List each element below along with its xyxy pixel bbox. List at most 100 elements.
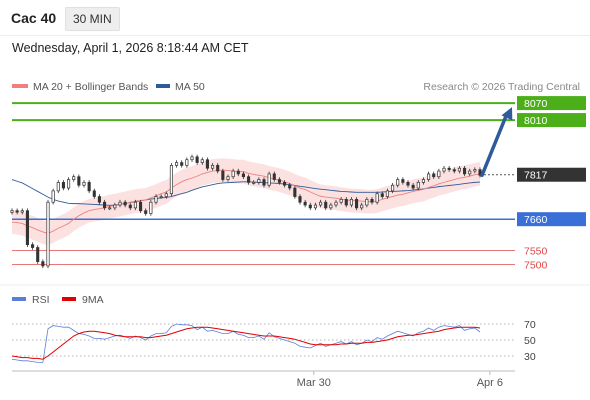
candle-body [252, 182, 256, 184]
candle-body [324, 201, 328, 209]
candle-body [313, 204, 317, 209]
candle-body [221, 170, 225, 180]
candle-body [406, 182, 410, 186]
candle-body [257, 179, 261, 183]
candle-body [108, 207, 112, 210]
candle-body [56, 182, 60, 192]
candle-body [380, 193, 384, 197]
chart-header: Cac 40 30 MIN [0, 0, 590, 36]
candle-body [82, 182, 86, 186]
candle-body [468, 170, 472, 175]
candle-body [267, 173, 271, 186]
candle-body [288, 184, 292, 189]
candle-body [283, 182, 287, 186]
candle-body [77, 176, 81, 186]
header-divider [0, 35, 590, 36]
candle-body [159, 196, 163, 198]
rsi-series-9ma [11, 326, 481, 360]
candle-body [329, 204, 333, 209]
level-box-8010 [517, 113, 586, 128]
price-panel: 8070 8010 7817 7660 7550 7500 [10, 96, 586, 272]
ma9-legend-swatch [62, 297, 76, 301]
candle-body [128, 204, 132, 209]
candle-body [92, 190, 96, 197]
candle-body [87, 182, 91, 192]
candle-body [344, 199, 348, 206]
candle-body [113, 204, 117, 209]
ma9-legend-label: 9MA [82, 294, 104, 306]
candle-body [385, 190, 389, 197]
instrument-title: Cac 40 [11, 10, 57, 26]
candle-body [473, 169, 477, 172]
datetime-label: Wednesday, April 1, 2026 8:18:44 AM CET [12, 41, 249, 55]
candle-body [247, 176, 251, 183]
level-box-7660 [517, 212, 586, 227]
projection-arrow [480, 114, 508, 178]
candle-body [46, 201, 50, 267]
candle-body [241, 173, 245, 178]
candle-body [61, 182, 65, 189]
level-label-8070: 8070 [524, 98, 548, 110]
candle-body [349, 199, 353, 206]
candle-body [195, 156, 199, 163]
level-label-7817: 7817 [524, 170, 548, 182]
candle-body [421, 179, 425, 183]
candle-body [133, 201, 137, 209]
level-label-7550: 7550 [524, 245, 548, 257]
candle-body [457, 167, 461, 172]
candle-body [175, 162, 179, 166]
level-label-7660: 7660 [524, 214, 548, 226]
candle-body [97, 196, 101, 203]
candle-body [262, 179, 266, 186]
candle-body [154, 196, 158, 203]
candle-body [339, 199, 343, 203]
candle-body [103, 201, 107, 209]
x-axis-ticks: Mar 30 Apr 6 [297, 371, 503, 389]
candle-body [442, 167, 446, 172]
candle-body [303, 201, 307, 206]
candle-body [334, 201, 338, 206]
candle-body [185, 159, 189, 166]
bollinger-band [12, 158, 480, 246]
candle-body [36, 247, 40, 263]
candle-body [72, 176, 76, 180]
x-tick-label: Mar 30 [297, 377, 331, 389]
ma50-line [11, 179, 481, 206]
candle-body [20, 210, 24, 213]
candle-body [144, 210, 148, 214]
candle-body [463, 167, 467, 175]
candle-body [164, 193, 168, 197]
candle-body [360, 204, 364, 209]
candle-body [432, 173, 436, 178]
candle-body [25, 210, 29, 246]
candle-body [437, 170, 441, 178]
rsi-panel: 70 50 30 [11, 319, 536, 363]
candle-body [452, 169, 456, 172]
candle-body [41, 261, 45, 267]
ma50-legend-swatch [156, 84, 170, 88]
candle-body [123, 201, 127, 206]
candle-body [272, 173, 276, 180]
level-box-8070 [517, 96, 586, 111]
rsi-legend-label: RSI [32, 294, 50, 306]
candle-body [67, 179, 71, 189]
projection-arrowhead [501, 107, 513, 121]
candle-body [211, 165, 215, 169]
candle-body [277, 179, 281, 183]
candle-body [293, 187, 297, 197]
candle-body [375, 193, 379, 203]
candle-body [190, 156, 194, 161]
timeframe-button[interactable]: 30 MIN [65, 7, 120, 31]
candle-body [15, 210, 19, 213]
candle-body [447, 167, 451, 170]
research-credit: Research © 2026 Trading Central [423, 81, 580, 93]
candle-body [319, 201, 323, 206]
candle-body [31, 244, 35, 248]
rsi-series-rsi [11, 323, 481, 363]
candle-body [149, 201, 153, 214]
candle-body [231, 170, 235, 178]
x-tick-label: Apr 6 [477, 377, 503, 389]
candle-body [10, 210, 14, 213]
